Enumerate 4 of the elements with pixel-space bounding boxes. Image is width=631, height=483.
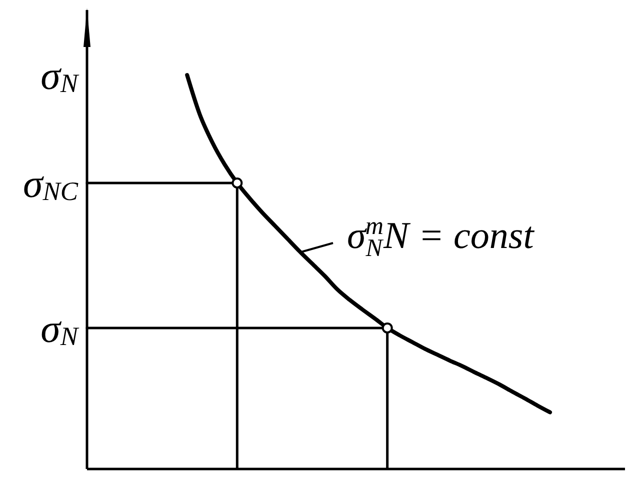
annotation: σ$_{N}$$^{m}$N = const — [347, 213, 536, 262]
series-label: σ$_{N}$ — [40, 305, 80, 351]
series-label: σ$_{NC}$ — [23, 160, 78, 206]
y-axis-title: σ$_{N}$ — [40, 52, 80, 98]
